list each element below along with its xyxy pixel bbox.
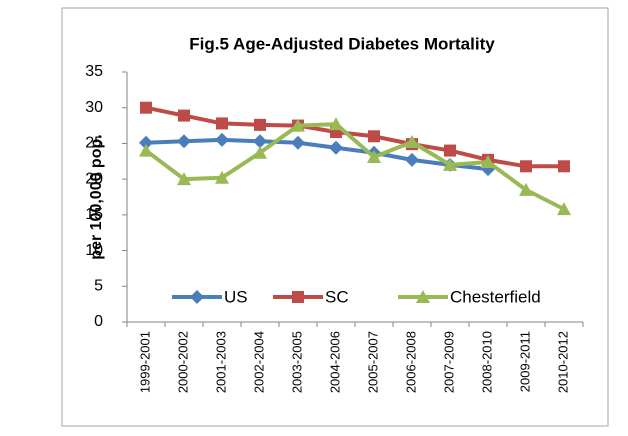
y-tick-label: 5 xyxy=(94,278,103,295)
marker xyxy=(368,130,380,143)
marker xyxy=(558,160,570,173)
marker xyxy=(291,118,305,132)
marker xyxy=(177,172,191,186)
x-tick-label: 2010-2012 xyxy=(555,331,570,393)
marker xyxy=(177,134,191,149)
marker xyxy=(178,109,190,122)
y-tick-label: 10 xyxy=(85,242,103,259)
marker xyxy=(216,117,228,130)
marker xyxy=(253,145,267,159)
x-tick-label: 1999-2001 xyxy=(137,331,152,393)
marker xyxy=(139,143,153,157)
x-tick-label: 2001-2003 xyxy=(213,331,228,393)
marker xyxy=(405,152,419,167)
legend-marker xyxy=(190,290,204,304)
x-tick-label: 2008-2010 xyxy=(479,331,494,393)
marker xyxy=(139,135,153,150)
marker xyxy=(215,132,229,147)
legend-marker xyxy=(292,291,304,303)
y-tick-label: 0 xyxy=(94,313,103,330)
marker xyxy=(367,150,381,163)
x-tick-label: 2003-2005 xyxy=(289,331,304,393)
y-tick-label: 30 xyxy=(85,99,103,116)
y-tick-label: 35 xyxy=(85,63,103,80)
marker xyxy=(253,134,267,149)
legend-label: US xyxy=(224,287,248,306)
x-tick-label: 2009-2011 xyxy=(517,331,532,392)
x-tick-label: 2004-2006 xyxy=(327,331,342,393)
marker xyxy=(329,140,343,155)
marker xyxy=(291,135,305,150)
x-tick-label: 2005-2007 xyxy=(365,331,380,393)
y-axis-label: per 100,000 pop. xyxy=(88,134,105,259)
y-tick-label: 25 xyxy=(85,135,103,152)
marker xyxy=(405,135,419,148)
legend-label: SC xyxy=(325,287,349,306)
marker xyxy=(443,157,457,171)
marker xyxy=(329,117,343,131)
marker xyxy=(444,144,456,157)
chart-title: Fig.5 Age-Adjusted Diabetes Mortality xyxy=(189,34,495,53)
marker xyxy=(140,101,152,114)
marker xyxy=(519,182,533,196)
x-tick-label: 2006-2008 xyxy=(403,331,418,393)
x-tick-label: 2000-2002 xyxy=(175,331,190,393)
series-line xyxy=(144,122,565,211)
y-tick-label: 15 xyxy=(85,206,103,223)
y-tick-label: 20 xyxy=(85,170,103,187)
marker xyxy=(557,202,571,216)
legend-label: Chesterfield xyxy=(450,287,541,306)
x-tick-label: 2002-2004 xyxy=(251,331,266,393)
legend-marker xyxy=(416,290,430,303)
marker xyxy=(481,155,495,168)
x-tick-label: 2007-2009 xyxy=(441,331,456,393)
series-line xyxy=(145,105,564,169)
marker xyxy=(520,160,532,173)
marker xyxy=(215,170,229,184)
marker xyxy=(254,118,266,131)
chart-frame xyxy=(61,7,609,427)
series-line xyxy=(145,137,489,172)
